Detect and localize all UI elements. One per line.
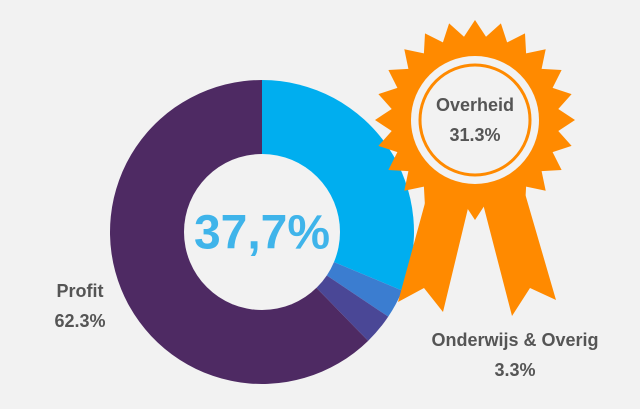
rosette-disc	[411, 56, 539, 184]
donut-hole	[184, 154, 340, 310]
ribbon	[398, 192, 470, 312]
slice-value-label: 3.3%	[494, 360, 535, 380]
rosette	[375, 20, 575, 316]
rosette-ring	[418, 63, 532, 177]
slice-value-label: 62.3%	[54, 311, 105, 331]
center-annotation: 37,7%	[194, 207, 330, 260]
slice-value-label: 31.3%	[449, 125, 500, 145]
slice-label: Overheid	[436, 95, 514, 115]
slice-label: Profit	[57, 281, 104, 301]
ribbon	[482, 190, 556, 316]
slice-label: Onderwijs & Overig	[431, 330, 598, 350]
